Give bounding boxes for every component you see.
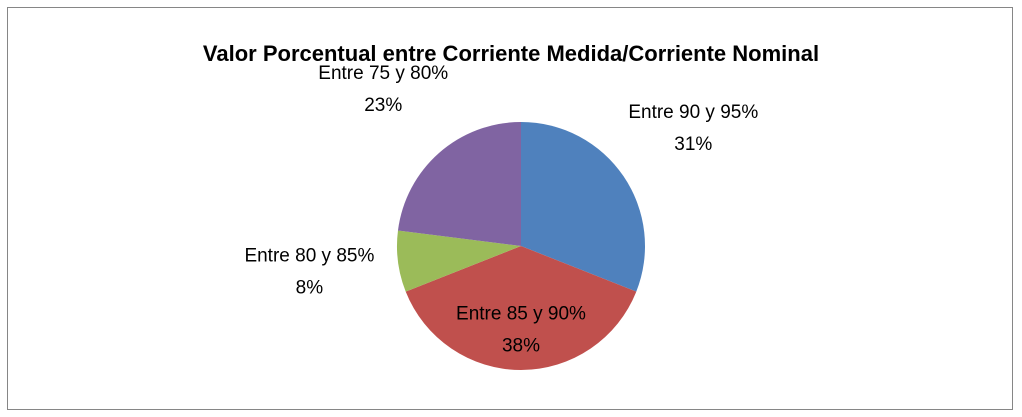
pie-slice (521, 122, 645, 292)
slice-value-label: 8% (296, 278, 324, 299)
pie-slice (405, 246, 637, 370)
pie-slice (397, 230, 521, 292)
slice-value-label: 23% (364, 95, 402, 116)
pie-slice (397, 122, 521, 246)
slice-label: Entre 80 y 85% (244, 246, 374, 267)
slice-label: Entre 75 y 80% (318, 63, 448, 84)
slice-label: Entre 90 y 95% (628, 102, 758, 123)
slice-value-label: 31% (674, 134, 712, 155)
slice-label: Entre 85 y 90% (456, 303, 586, 324)
slice-value-label: 38% (502, 335, 540, 356)
chart-title: Valor Porcentual entre Corriente Medida/… (203, 41, 819, 66)
